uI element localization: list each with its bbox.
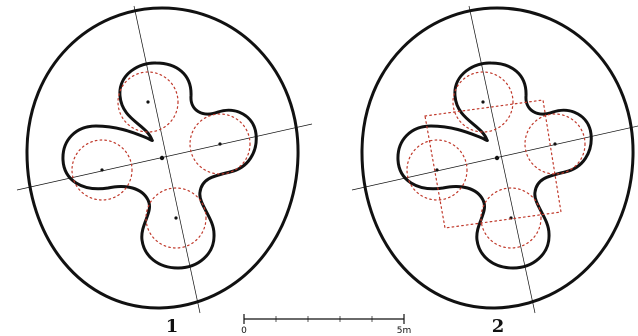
figure-label-2: 2 (492, 316, 505, 336)
plan-2-construction-square (424, 99, 562, 229)
scale-end-label: 5m (397, 326, 412, 336)
plan-1-construction-circles (71, 71, 251, 249)
plan-1 (15, 4, 314, 315)
plan-2-construction-circles (406, 71, 586, 249)
plan-2 (350, 4, 638, 315)
scale-start-label: 0 (241, 326, 247, 336)
figure-label-1: 1 (166, 316, 179, 336)
scale-bar: 0 5m (241, 314, 411, 336)
